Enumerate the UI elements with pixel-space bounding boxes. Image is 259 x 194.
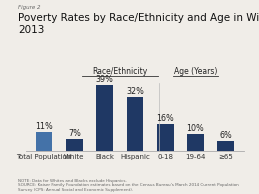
Bar: [96, 85, 113, 151]
Text: 7%: 7%: [68, 129, 81, 138]
Text: 16%: 16%: [156, 114, 174, 123]
Bar: [187, 134, 204, 151]
Text: 6%: 6%: [219, 131, 232, 140]
Text: Race/Ethnicity: Race/Ethnicity: [92, 67, 147, 76]
Text: Age (Years): Age (Years): [174, 67, 217, 76]
Bar: [36, 132, 52, 151]
Bar: [127, 97, 143, 151]
Text: 10%: 10%: [186, 124, 204, 133]
Text: Poverty Rates by Race/Ethnicity and Age in Wisconsin,
2013: Poverty Rates by Race/Ethnicity and Age …: [18, 13, 259, 36]
Text: 32%: 32%: [126, 87, 144, 96]
Text: NOTE: Data for Whites and Blacks exclude Hispanics.
SOURCE: Kaiser Family Founda: NOTE: Data for Whites and Blacks exclude…: [18, 179, 239, 192]
Bar: [66, 139, 83, 151]
Text: 39%: 39%: [96, 75, 114, 84]
Bar: [157, 124, 174, 151]
Text: Figure 2: Figure 2: [18, 5, 41, 10]
Bar: [217, 141, 234, 151]
Text: 11%: 11%: [35, 122, 53, 131]
